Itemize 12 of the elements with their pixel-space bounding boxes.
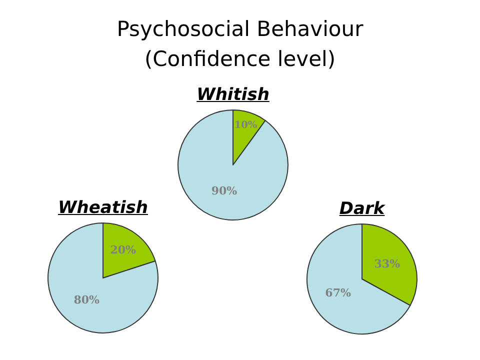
chart-title: Dark [338, 199, 386, 219]
data-label: 67% [325, 286, 352, 300]
data-label: 20% [110, 243, 137, 256]
text: Psychosocial Behaviour (Confidence level) [116, 16, 364, 73]
chart-title: Wheatish [56, 198, 150, 218]
data-label: 10% [234, 120, 258, 132]
chart-title: Whitish [196, 85, 270, 105]
data-label: 80% [74, 294, 100, 307]
data-label: 33% [374, 257, 401, 270]
pie-slice [48, 222, 158, 334]
data-label: 90% [211, 184, 238, 198]
pie-slice [178, 110, 288, 220]
